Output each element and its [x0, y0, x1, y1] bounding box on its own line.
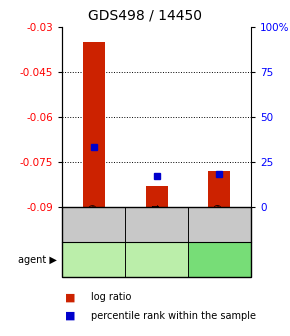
Text: ■: ■: [65, 311, 76, 321]
Text: GSM8749: GSM8749: [89, 203, 98, 246]
Text: TNFa: TNFa: [143, 255, 170, 264]
Text: ■: ■: [65, 292, 76, 302]
Text: GSM8759: GSM8759: [215, 203, 224, 246]
Text: GDS498 / 14450: GDS498 / 14450: [88, 8, 202, 23]
Text: agent ▶: agent ▶: [18, 255, 57, 264]
Bar: [146, 186, 168, 207]
Text: IL4: IL4: [211, 255, 228, 264]
Bar: [83, 42, 105, 207]
Bar: [209, 171, 231, 207]
Text: log ratio: log ratio: [91, 292, 132, 302]
Text: IFNg: IFNg: [81, 255, 106, 264]
Text: percentile rank within the sample: percentile rank within the sample: [91, 311, 256, 321]
Text: GSM8754: GSM8754: [152, 203, 161, 246]
